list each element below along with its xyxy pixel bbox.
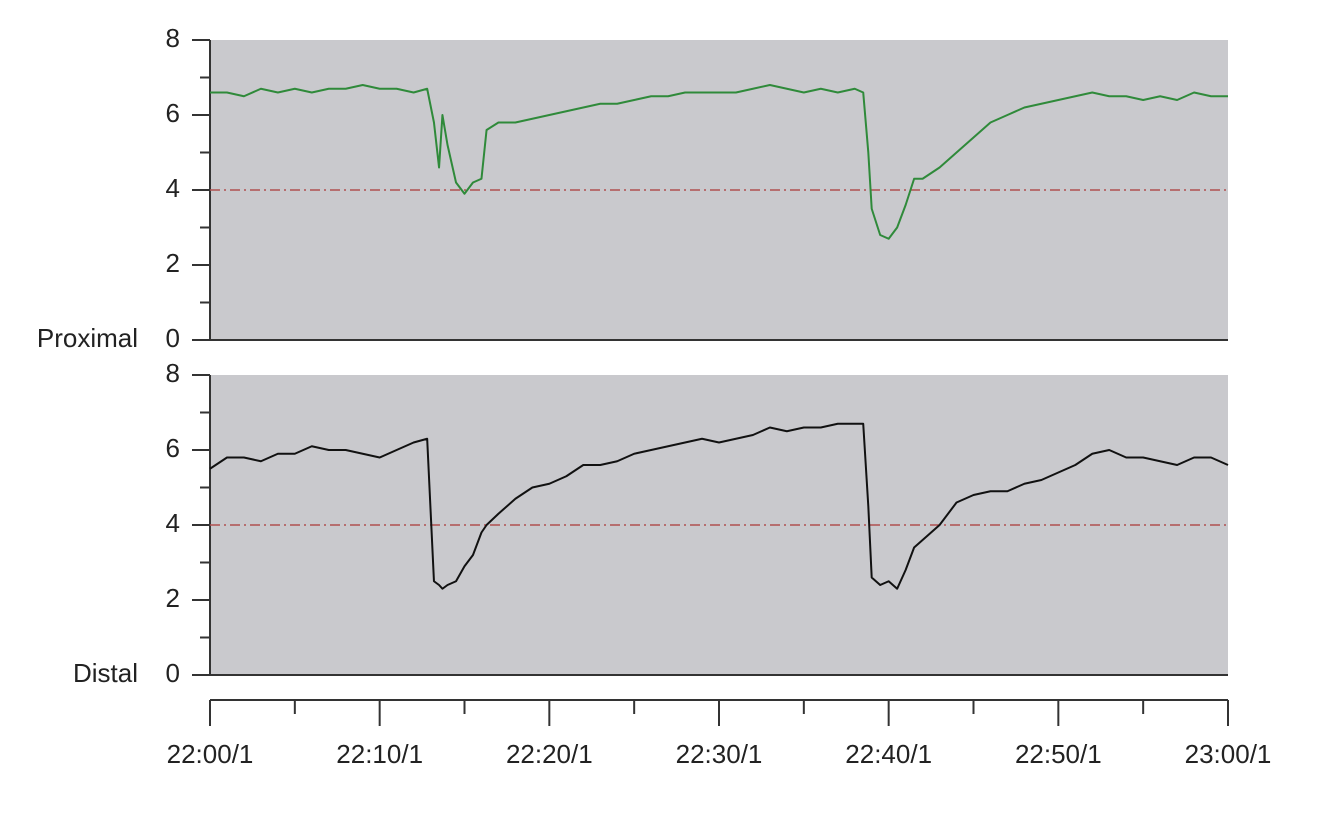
y-tick-label: 4 bbox=[166, 173, 180, 203]
y-tick-label: 6 bbox=[166, 98, 180, 128]
x-tick-label: 22:50/1 bbox=[1015, 739, 1102, 769]
data-line bbox=[209, 422, 1229, 590]
y-axis-label: Proximal bbox=[37, 323, 138, 353]
x-tick-label: 22:40/1 bbox=[845, 739, 932, 769]
data-line bbox=[210, 84, 1228, 240]
y-tick-label: 8 bbox=[166, 23, 180, 53]
x-tick-label: 22:10/1 bbox=[336, 739, 423, 769]
y-tick-label: 6 bbox=[166, 433, 180, 463]
x-tick-label: 22:30/1 bbox=[676, 739, 763, 769]
x-tick-label: 23:00/1 bbox=[1185, 739, 1272, 769]
y-tick-label: 2 bbox=[166, 583, 180, 613]
x-tick-label: 22:00/1 bbox=[167, 739, 254, 769]
y-tick-label: 0 bbox=[166, 658, 180, 688]
y-axis-label: Distal bbox=[73, 658, 138, 688]
x-tick-label: 22:20/1 bbox=[506, 739, 593, 769]
y-tick-label: 0 bbox=[166, 323, 180, 353]
y-tick-label: 4 bbox=[166, 508, 180, 538]
y-tick-label: 2 bbox=[166, 248, 180, 278]
y-tick-label: 8 bbox=[166, 358, 180, 388]
